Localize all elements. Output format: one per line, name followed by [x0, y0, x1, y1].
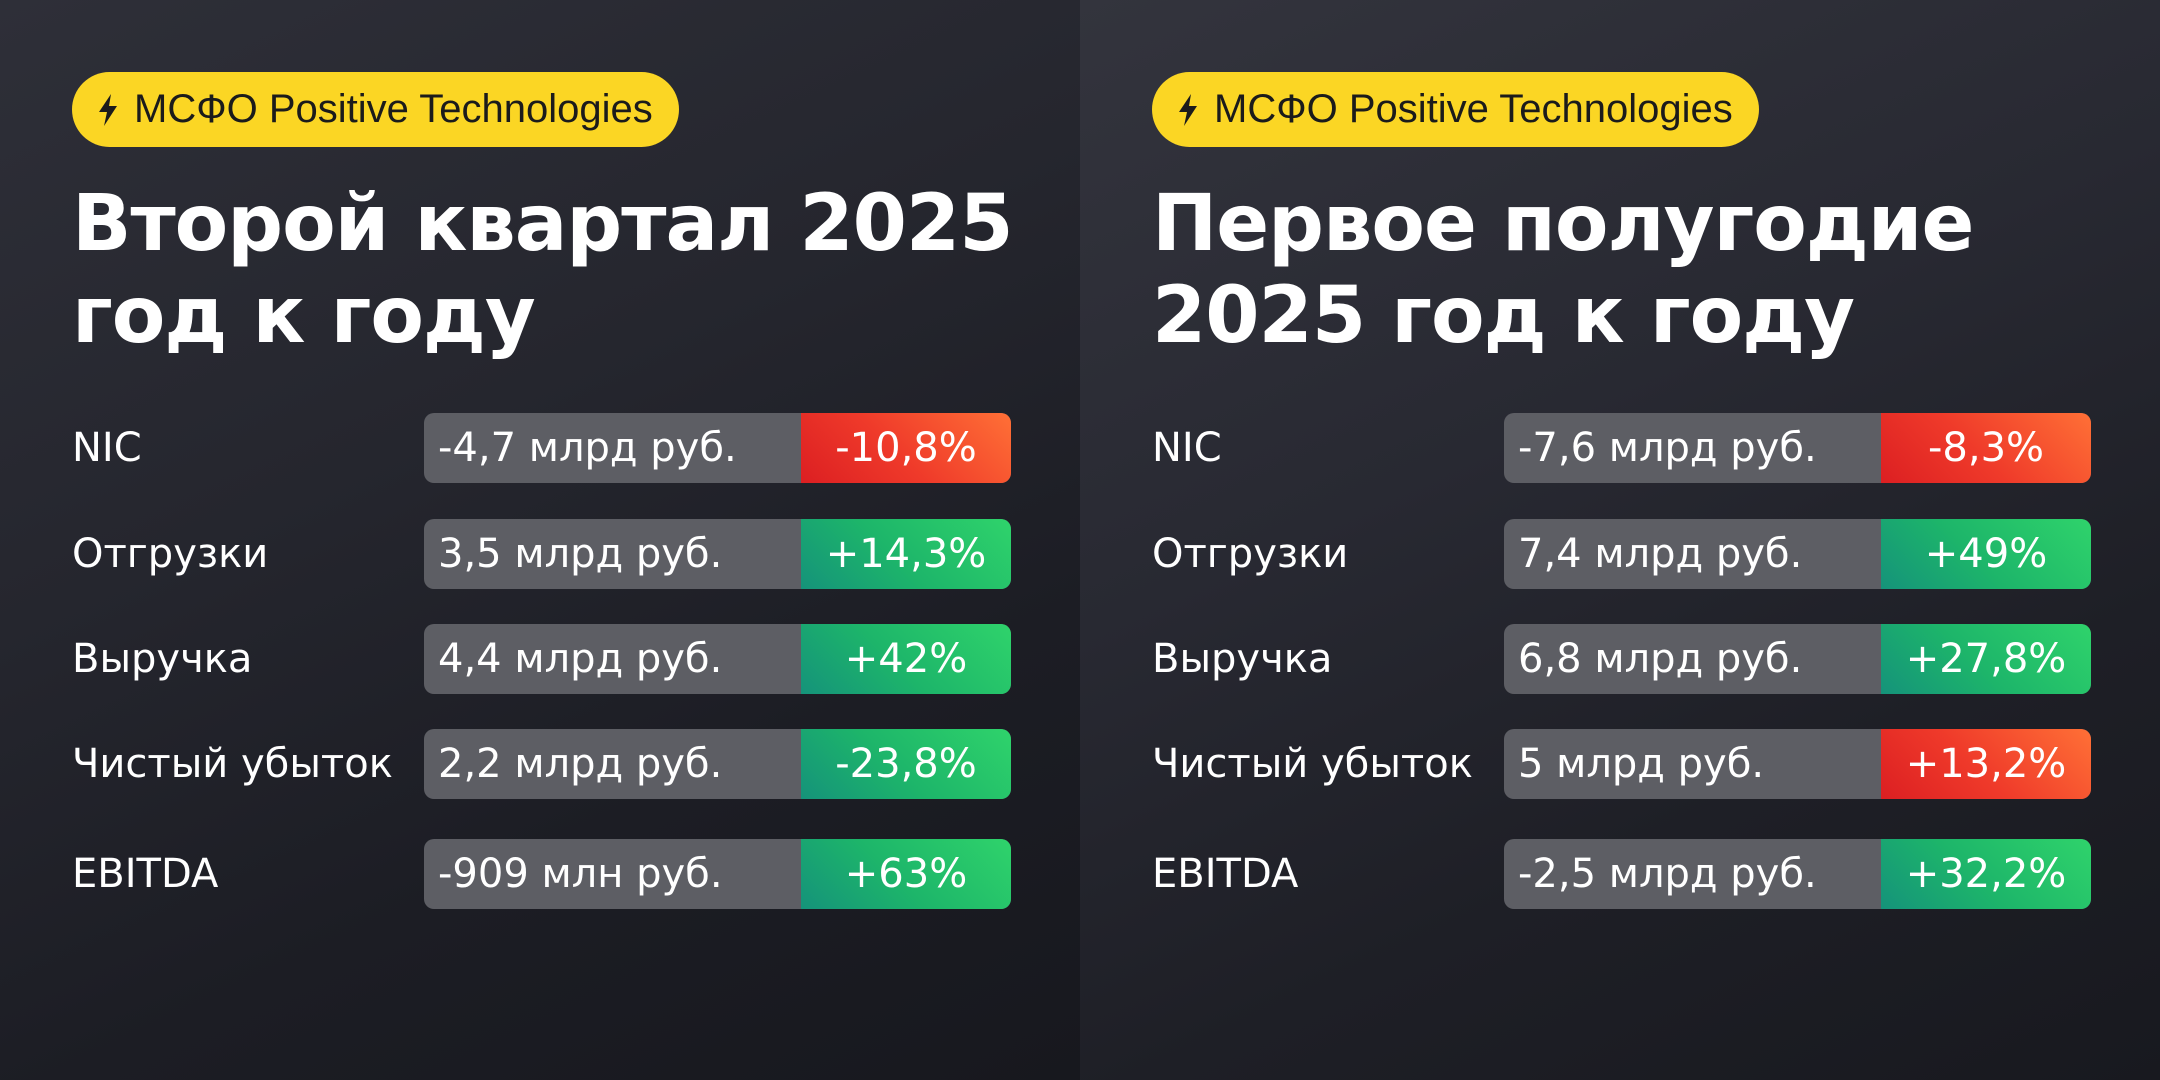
metric-change: +49%	[1881, 519, 2091, 589]
metric-bar: 5 млрд руб. +13,2%	[1504, 729, 2091, 799]
card-title-line-2: год к году	[72, 271, 536, 361]
metric-value: -7,6 млрд руб.	[1518, 425, 1817, 471]
card-title: Второй квартал 2025 год к году	[72, 178, 1032, 362]
metric-change: +42%	[801, 624, 1011, 694]
metric-value: 5 млрд руб.	[1518, 741, 1765, 787]
metric-bar: -7,6 млрд руб. -8,3%	[1504, 413, 2091, 483]
metric-value: 4,4 млрд руб.	[438, 636, 723, 682]
metric-bar: -2,5 млрд руб. +32,2%	[1504, 839, 2091, 909]
metric-change: -8,3%	[1881, 413, 2091, 483]
metric-change: +63%	[801, 839, 1011, 909]
metric-row-ebitda: EBITDA -909 млн руб. +63%	[72, 839, 1011, 909]
metric-row-revenue: Выручка 6,8 млрд руб. +27,8%	[1152, 624, 2091, 694]
metric-bar: -909 млн руб. +63%	[424, 839, 1011, 909]
card-title: Первое полугодие 2025 год к году	[1152, 178, 2112, 362]
metric-value: 3,5 млрд руб.	[438, 531, 723, 577]
card-q2-2025: МСФО Positive Technologies Второй кварта…	[0, 0, 1080, 1080]
metric-label: EBITDA	[1152, 851, 1299, 897]
metric-bar: 4,4 млрд руб. +42%	[424, 624, 1011, 694]
metric-value: -2,5 млрд руб.	[1518, 851, 1817, 897]
metric-bar: -4,7 млрд руб. -10,8%	[424, 413, 1011, 483]
lightning-bolt-icon	[1179, 93, 1197, 126]
metric-change: +13,2%	[1881, 729, 2091, 799]
metric-row-ebitda: EBITDA -2,5 млрд руб. +32,2%	[1152, 839, 2091, 909]
metric-row-shipments: Отгрузки 3,5 млрд руб. +14,3%	[72, 519, 1011, 589]
metric-label: NIC	[72, 425, 142, 471]
metric-label: Отгрузки	[1152, 531, 1349, 577]
metric-label: Чистый убыток	[72, 741, 393, 787]
metric-bar: 2,2 млрд руб. -23,8%	[424, 729, 1011, 799]
metric-value: 2,2 млрд руб.	[438, 741, 723, 787]
metric-label: EBITDA	[72, 851, 219, 897]
card-title-line-1: Второй квартал 2025	[72, 179, 1013, 269]
metric-row-nic: NIC -7,6 млрд руб. -8,3%	[1152, 413, 2091, 483]
metric-label: Чистый убыток	[1152, 741, 1473, 787]
card-h1-2025: МСФО Positive Technologies Первое полуго…	[1080, 0, 2160, 1080]
metric-value: 6,8 млрд руб.	[1518, 636, 1803, 682]
badge-text: МСФО Positive Technologies	[1214, 87, 1733, 131]
metric-row-revenue: Выручка 4,4 млрд руб. +42%	[72, 624, 1011, 694]
metric-label: Выручка	[72, 636, 253, 682]
source-badge: МСФО Positive Technologies	[1152, 72, 1759, 147]
metric-change: -10,8%	[801, 413, 1011, 483]
card-title-line-2: 2025 год к году	[1152, 271, 1855, 361]
metric-row-net-loss: Чистый убыток 5 млрд руб. +13,2%	[1152, 729, 2091, 799]
metric-bar: 3,5 млрд руб. +14,3%	[424, 519, 1011, 589]
source-badge: МСФО Positive Technologies	[72, 72, 679, 147]
metric-label: Отгрузки	[72, 531, 269, 577]
metric-row-shipments: Отгрузки 7,4 млрд руб. +49%	[1152, 519, 2091, 589]
metric-change: +14,3%	[801, 519, 1011, 589]
metric-change: +32,2%	[1881, 839, 2091, 909]
badge-text: МСФО Positive Technologies	[134, 87, 653, 131]
metric-bar: 7,4 млрд руб. +49%	[1504, 519, 2091, 589]
metric-value: -4,7 млрд руб.	[438, 425, 737, 471]
metric-value: 7,4 млрд руб.	[1518, 531, 1803, 577]
card-title-line-1: Первое полугодие	[1152, 179, 1974, 269]
metric-change: +27,8%	[1881, 624, 2091, 694]
metric-value: -909 млн руб.	[438, 851, 723, 897]
metric-bar: 6,8 млрд руб. +27,8%	[1504, 624, 2091, 694]
metric-label: Выручка	[1152, 636, 1333, 682]
metric-row-nic: NIC -4,7 млрд руб. -10,8%	[72, 413, 1011, 483]
metric-change: -23,8%	[801, 729, 1011, 799]
metric-label: NIC	[1152, 425, 1222, 471]
metric-row-net-loss: Чистый убыток 2,2 млрд руб. -23,8%	[72, 729, 1011, 799]
lightning-bolt-icon	[99, 93, 117, 126]
